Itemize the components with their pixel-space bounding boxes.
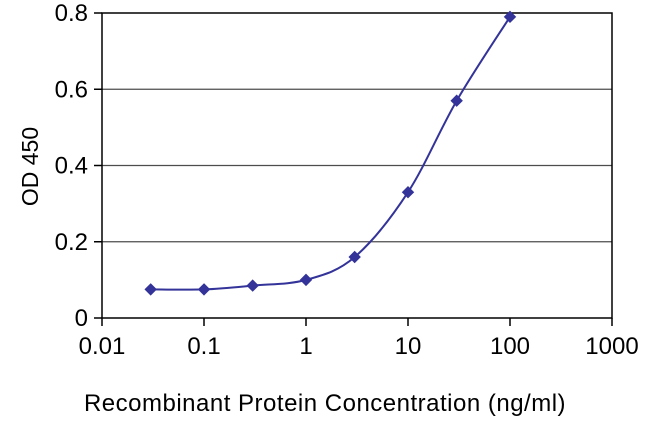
data-point-marker xyxy=(197,283,211,296)
y-axis-title: OD 450 xyxy=(17,126,44,206)
data-point-marker xyxy=(401,185,415,199)
y-axis-title-wrap: OD 450 xyxy=(0,0,62,332)
y-tick-label: 0 xyxy=(75,305,88,332)
x-tick-label: 100 xyxy=(490,333,530,360)
data-point-marker xyxy=(246,279,259,292)
data-point-marker xyxy=(503,10,517,24)
y-tick-label: 0.4 xyxy=(55,153,88,180)
series-line xyxy=(150,16,511,291)
y-tick-label: 0.8 xyxy=(55,0,88,27)
x-tick-label: 0.01 xyxy=(79,333,126,360)
data-point-marker xyxy=(299,273,313,287)
data-point-marker xyxy=(348,250,361,264)
y-tick-label: 0.2 xyxy=(55,229,88,256)
x-tick-label: 1 xyxy=(299,333,312,360)
data-point-marker xyxy=(144,283,157,296)
x-tick-label: 1000 xyxy=(585,333,638,360)
data-point-marker xyxy=(450,94,463,107)
x-tick-label: 10 xyxy=(395,333,422,360)
x-axis-title: Recombinant Protein Concentration (ng/ml… xyxy=(83,390,567,417)
y-tick-label: 0.6 xyxy=(55,76,88,103)
x-tick-label: 0.1 xyxy=(187,333,220,360)
